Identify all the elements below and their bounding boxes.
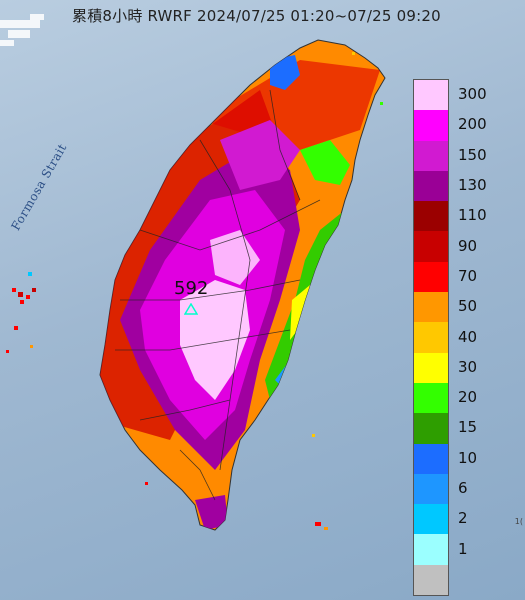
peak-value: 592	[174, 278, 209, 299]
corner-text: 1(	[514, 517, 523, 526]
peak-triangle-icon	[184, 303, 198, 315]
legend-swatch	[414, 504, 448, 535]
legend-label: 70	[458, 266, 478, 285]
legend-label: 20	[458, 388, 478, 407]
legend-swatch	[414, 170, 448, 202]
legend-label: 10	[458, 448, 478, 467]
county-borders	[115, 89, 321, 501]
legend-label: 50	[458, 297, 478, 316]
legend-swatch	[414, 261, 448, 293]
legend-swatch	[414, 534, 448, 565]
legend-colorbar	[413, 79, 449, 597]
legend-label: 200	[458, 115, 487, 134]
legend-swatch	[414, 201, 448, 232]
legend-swatch	[414, 352, 448, 383]
legend-label: 2	[458, 509, 468, 528]
legend-swatch	[414, 322, 448, 353]
legend-label: 6	[458, 479, 468, 498]
legend-label: 15	[458, 418, 478, 437]
legend-swatch	[414, 231, 448, 262]
legend-label: 40	[458, 327, 478, 346]
legend-swatch	[414, 443, 448, 474]
legend-label: 110	[458, 206, 487, 225]
legend-label: 30	[458, 357, 478, 376]
legend-swatch	[414, 413, 448, 444]
legend-label: 90	[458, 236, 478, 255]
legend-label: 300	[458, 85, 487, 104]
legend-swatch	[414, 292, 448, 323]
cloud-speckle	[0, 14, 44, 46]
legend-swatch	[414, 382, 448, 414]
legend-swatch	[414, 140, 448, 171]
offshore-islands	[6, 52, 383, 530]
legend-label: 130	[458, 176, 487, 195]
legend-swatch	[414, 564, 448, 596]
legend-swatch	[414, 80, 448, 111]
legend-label: 150	[458, 145, 487, 164]
legend-label: 1	[458, 539, 468, 558]
legend-swatch	[414, 110, 448, 141]
legend-swatch	[414, 473, 448, 505]
map-title: 累積8小時 RWRF 2024/07/25 01:20~07/25 09:20	[72, 7, 441, 25]
